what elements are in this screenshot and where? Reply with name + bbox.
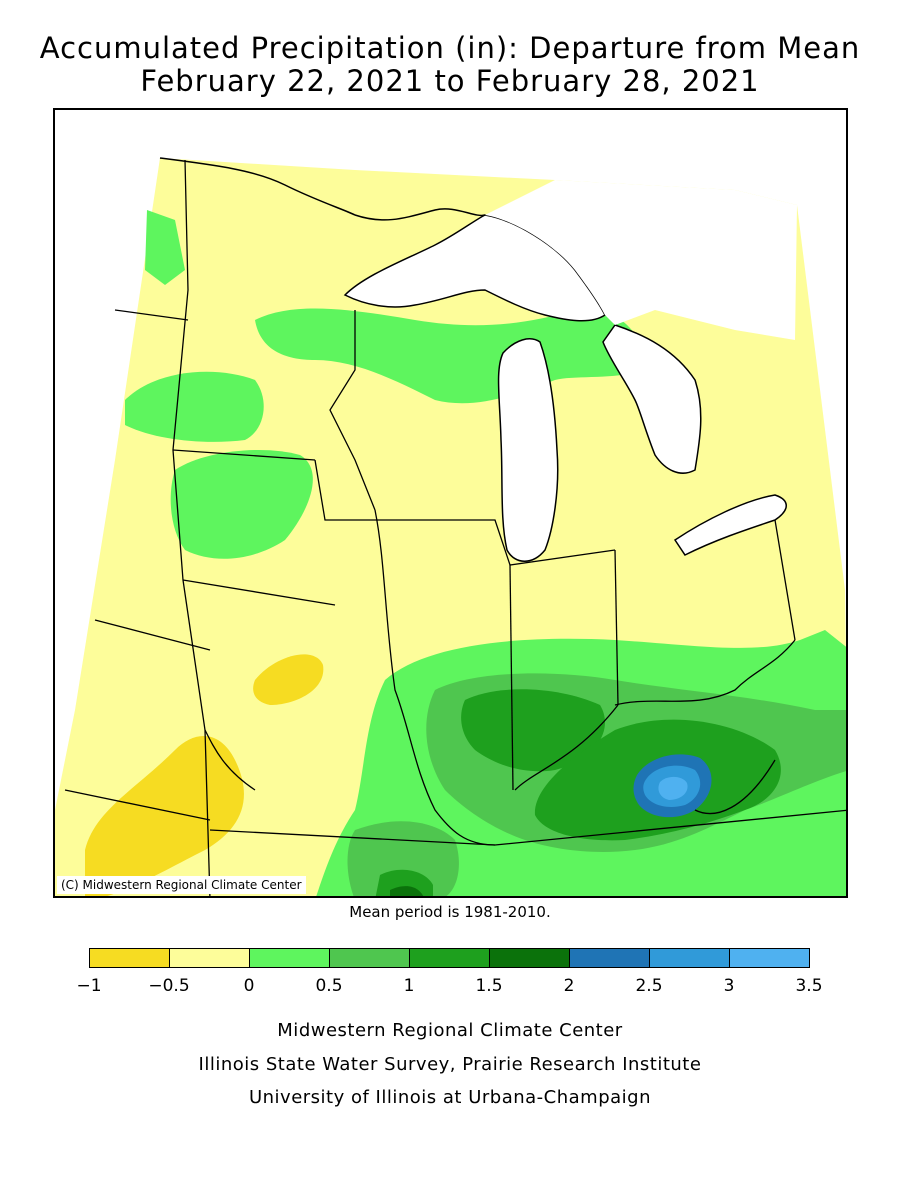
map-title-line2: February 22, 2021 to February 28, 2021	[140, 64, 760, 98]
legend-swatch	[569, 948, 650, 968]
legend-tick-label: 0	[243, 976, 255, 996]
wet-zone-ia	[170, 450, 313, 559]
wet-zone-south-3	[461, 689, 605, 772]
map-svg	[55, 110, 846, 896]
canada-land	[485, 180, 797, 340]
legend-tick-label: 0.5	[315, 976, 343, 996]
lake-huron	[602, 324, 702, 474]
legend-tick-label: −1	[76, 976, 102, 996]
wet-zone-sw-darkest	[390, 886, 424, 896]
map-copyright: (C) Midwestern Regional Climate Center	[57, 876, 306, 894]
legend-swatch	[409, 948, 490, 968]
legend-tick-label: −0.5	[148, 976, 190, 996]
wet-zone-mn	[125, 371, 264, 442]
dry-zone-central	[253, 654, 324, 705]
legend-tick-label: 1.5	[475, 976, 503, 996]
legend-swatch	[89, 948, 170, 968]
legend-tick-label: 1	[403, 976, 415, 996]
legend-tick-label: 3	[723, 976, 735, 996]
wet-zone-sw-green	[347, 821, 459, 896]
wet-zone-sw-dark	[375, 869, 433, 896]
lake-erie	[673, 494, 787, 556]
legend-swatch	[729, 948, 810, 968]
legend-swatch	[249, 948, 330, 968]
lake-michigan	[497, 338, 559, 562]
footer-survey: Illinois State Water Survey, Prairie Res…	[198, 1054, 702, 1075]
legend-tick-label: 3.5	[795, 976, 823, 996]
state-borders	[64, 159, 846, 896]
wet-core-blue-inner	[658, 776, 688, 800]
wet-zone-nw	[145, 210, 185, 285]
dry-zone-sw	[85, 736, 244, 896]
legend-tick-label: 2.5	[635, 976, 663, 996]
footer-university: University of Illinois at Urbana-Champai…	[248, 1087, 652, 1108]
coastline-north	[159, 157, 486, 221]
legend-swatch	[489, 948, 570, 968]
color-legend	[89, 948, 811, 970]
mean-period-note: Mean period is 1981-2010.	[349, 903, 551, 921]
precipitation-map: (C) Midwestern Regional Climate Center	[53, 108, 848, 898]
footer-org: Midwestern Regional Climate Center	[277, 1020, 623, 1041]
legend-swatch	[169, 948, 250, 968]
map-title-line1: Accumulated Precipitation (in): Departur…	[39, 31, 861, 65]
legend-tick-label: 2	[563, 976, 575, 996]
legend-swatch	[649, 948, 730, 968]
legend-swatch	[329, 948, 410, 968]
